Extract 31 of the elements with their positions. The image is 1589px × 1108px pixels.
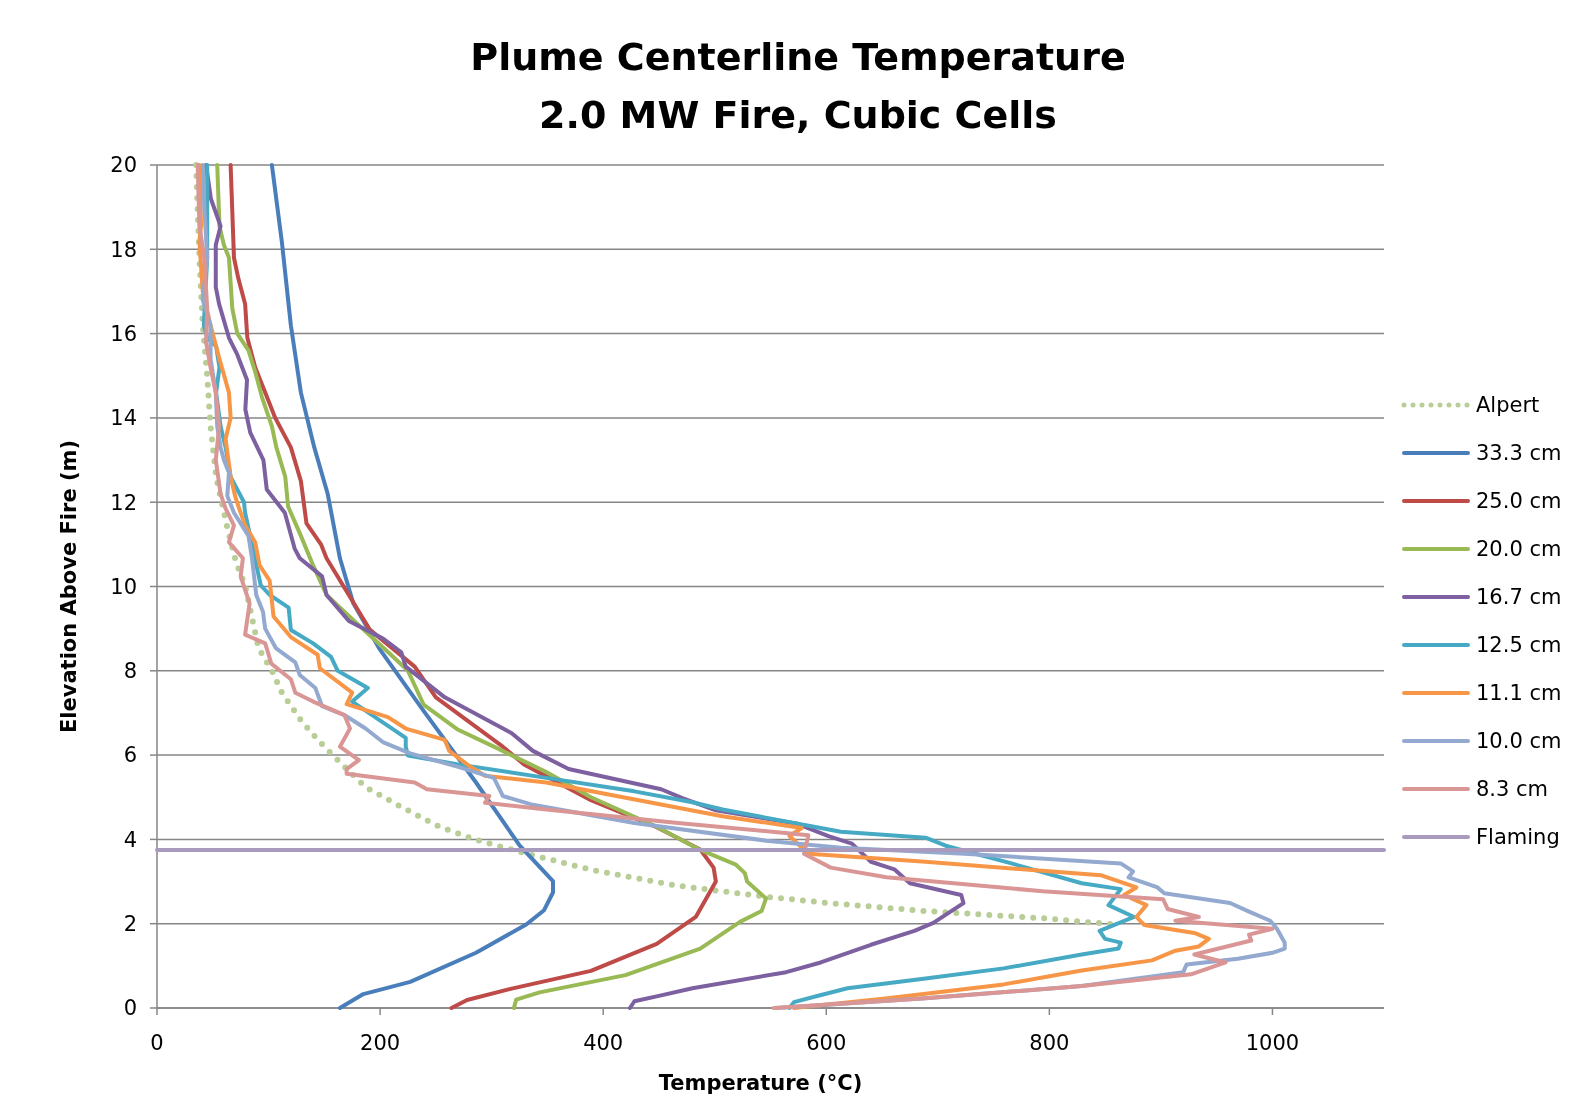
legend-label: 16.7 cm — [1476, 585, 1562, 610]
legend-label: 8.3 cm — [1476, 777, 1549, 802]
legend-label: 10.0 cm — [1476, 729, 1562, 754]
legend-label: 25.0 cm — [1476, 489, 1562, 514]
y-tick-label: 8 — [123, 659, 137, 684]
legend-label: Flaming — [1476, 825, 1560, 850]
x-tick-label: 1000 — [1245, 1031, 1300, 1055]
legend-label: Alpert — [1476, 393, 1540, 418]
x-tick-label: 400 — [583, 1031, 624, 1055]
y-tick-label: 18 — [110, 237, 137, 262]
y-tick-label: 16 — [110, 321, 137, 346]
legend-label: 20.0 cm — [1476, 537, 1562, 562]
x-tick-label: 200 — [360, 1031, 401, 1055]
x-axis-title: Temperature (°C) — [658, 1071, 863, 1095]
x-tick-label: 800 — [1029, 1031, 1070, 1055]
y-tick-label: 0 — [123, 996, 137, 1021]
y-tick-label: 20 — [110, 153, 137, 178]
y-tick-label: 2 — [123, 912, 137, 937]
y-tick-label: 10 — [110, 574, 137, 599]
y-tick-label: 14 — [110, 406, 137, 431]
x-tick-label: 600 — [806, 1031, 847, 1055]
y-tick-label: 4 — [123, 827, 137, 852]
y-axis-title: Elevation Above Fire (m) — [57, 439, 81, 734]
legend-label: 12.5 cm — [1476, 633, 1562, 658]
y-tick-label: 6 — [123, 743, 137, 768]
chart-title: Plume Centerline Temperature — [470, 35, 1126, 79]
chart-subtitle: 2.0 MW Fire, Cubic Cells — [539, 93, 1057, 137]
x-tick-label: 0 — [150, 1031, 164, 1055]
legend-label: 11.1 cm — [1476, 681, 1562, 706]
y-tick-label: 12 — [110, 490, 137, 515]
legend-label: 33.3 cm — [1476, 441, 1562, 466]
